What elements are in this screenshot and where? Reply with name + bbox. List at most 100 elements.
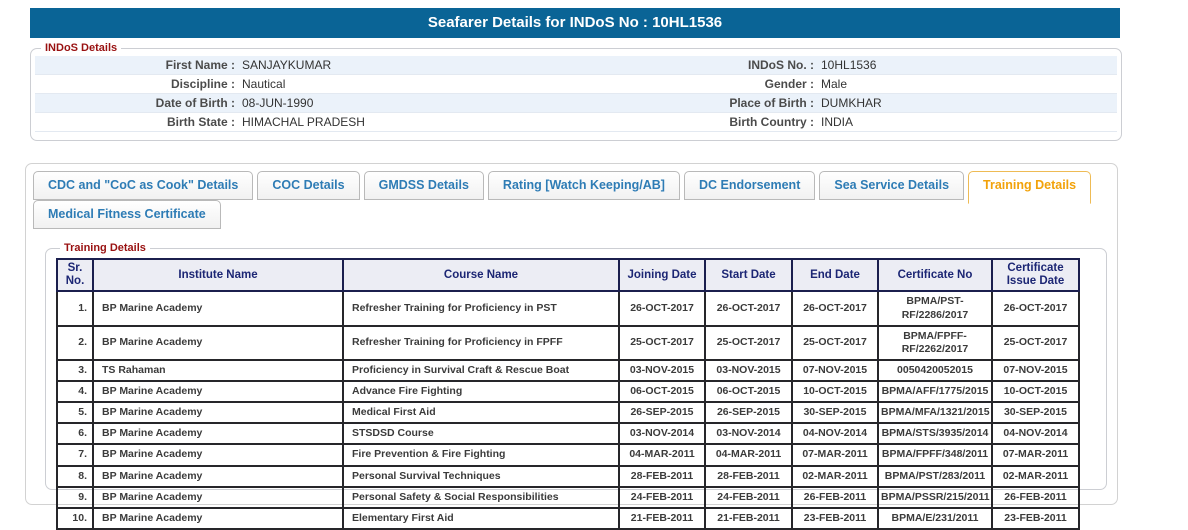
table-cell: BPMA/PSSR/215/2011 (878, 487, 992, 508)
indos-row: Birth State : HIMACHAL PRADESH Birth Count… (35, 113, 1117, 132)
table-cell: 28-FEB-2011 (619, 466, 705, 487)
field-pair: Birth State : HIMACHAL PRADESH (35, 115, 576, 129)
table-row: 7.BP Marine AcademyFire Prevention & Fir… (57, 444, 1079, 465)
tab-coc-details[interactable]: COC Details (257, 171, 359, 200)
field-pair: Discipline :Nautical (35, 77, 576, 91)
table-cell: 26-OCT-2017 (705, 291, 792, 325)
table-cell: BP Marine Academy (93, 466, 343, 487)
label-place-of-birth: Place of Birth : (576, 96, 814, 110)
table-cell: 02-MAR-2011 (992, 466, 1079, 487)
tab-rating-watch-keeping-ab[interactable]: Rating [Watch Keeping/AB] (488, 171, 680, 200)
tab-gmdss-details[interactable]: GMDSS Details (364, 171, 484, 200)
column-header-institute-name: Institute Name (93, 259, 343, 291)
field-pair: INDoS No. : 10HL1536 (576, 58, 1117, 72)
table-row: 10.BP Marine AcademyElementary First Aid… (57, 508, 1079, 529)
table-cell: 21-FEB-2011 (705, 508, 792, 529)
table-cell: 26-OCT-2017 (792, 291, 878, 325)
tab-bar-row-1: CDC and "CoC as Cook" DetailsCOC Details… (26, 164, 1117, 200)
column-header-sr-no: Sr. No. (57, 259, 93, 291)
table-cell: BP Marine Academy (93, 508, 343, 529)
tab-dc-endorsement[interactable]: DC Endorsement (684, 171, 815, 200)
table-cell: TS Rahaman (93, 360, 343, 381)
tab-medical-fitness-certificate[interactable]: Medical Fitness Certificate (33, 200, 221, 229)
table-cell: 2. (57, 326, 93, 360)
table-cell: Medical First Aid (343, 402, 619, 423)
indos-details-legend: INDoS Details (41, 42, 121, 54)
table-cell: 9. (57, 487, 93, 508)
value-discipline: Nautical (242, 77, 285, 91)
tab-training-details[interactable]: Training Details (968, 171, 1091, 204)
indos-details-fieldset: INDoS Details First Name :SANJAYKUMARIND… (30, 42, 1122, 141)
table-cell: BP Marine Academy (93, 381, 343, 402)
table-cell: 4. (57, 381, 93, 402)
table-cell: BP Marine Academy (93, 402, 343, 423)
table-cell: 26-SEP-2015 (619, 402, 705, 423)
table-cell: 26-FEB-2011 (792, 487, 878, 508)
table-cell: 25-OCT-2017 (792, 326, 878, 360)
table-cell: 07-MAR-2011 (792, 444, 878, 465)
table-cell: 03-NOV-2014 (619, 423, 705, 444)
table-cell: 6. (57, 423, 93, 444)
table-cell: BPMA/E/231/2011 (878, 508, 992, 529)
indos-row: Discipline :NauticalGender : Male (35, 75, 1117, 94)
label-birth-country: Birth Country : (576, 115, 814, 129)
indos-row: First Name :SANJAYKUMARINDoS No. : 10HL15… (35, 56, 1117, 75)
table-cell: BP Marine Academy (93, 423, 343, 444)
field-pair: Gender : Male (576, 77, 1117, 91)
table-cell: 23-FEB-2011 (792, 508, 878, 529)
table-cell: Proficiency in Survival Craft & Rescue B… (343, 360, 619, 381)
tab-cdc-and-coc-as-cook-details[interactable]: CDC and "CoC as Cook" Details (33, 171, 253, 200)
table-cell: 1. (57, 291, 93, 325)
table-cell: 3. (57, 360, 93, 381)
tab-content-panel: CDC and "CoC as Cook" DetailsCOC Details… (25, 163, 1118, 505)
table-cell: 03-NOV-2014 (705, 423, 792, 444)
table-cell: 06-OCT-2015 (619, 381, 705, 402)
table-row: 1.BP Marine AcademyRefresher Training fo… (57, 291, 1079, 325)
table-cell: BPMA/FPFF/348/2011 (878, 444, 992, 465)
label-date-of-birth: Date of Birth : (35, 96, 235, 110)
table-cell: 7. (57, 444, 93, 465)
table-cell: 07-NOV-2015 (992, 360, 1079, 381)
table-cell: 26-FEB-2011 (992, 487, 1079, 508)
table-cell: 24-FEB-2011 (705, 487, 792, 508)
table-cell: BP Marine Academy (93, 444, 343, 465)
field-pair: First Name :SANJAYKUMAR (35, 58, 576, 72)
table-cell: BP Marine Academy (93, 291, 343, 325)
table-cell: Fire Prevention & Fire Fighting (343, 444, 619, 465)
table-cell: 0050420052015 (878, 360, 992, 381)
table-cell: BPMA/AFF/1775/2015 (878, 381, 992, 402)
value-gender: Male (821, 77, 847, 91)
label-first-name: First Name : (35, 58, 235, 72)
column-header-end-date: End Date (792, 259, 878, 291)
table-cell: 04-MAR-2011 (619, 444, 705, 465)
label-gender: Gender : (576, 77, 814, 91)
table-cell: 25-OCT-2017 (619, 326, 705, 360)
indos-details-rows: First Name :SANJAYKUMARINDoS No. : 10HL15… (35, 56, 1117, 132)
table-cell: 26-OCT-2017 (619, 291, 705, 325)
label-birth-state: Birth State : (35, 115, 235, 129)
table-cell: BPMA/PST-RF/2286/2017 (878, 291, 992, 325)
table-cell: 10-OCT-2015 (992, 381, 1079, 402)
table-cell: BPMA/PST/283/2011 (878, 466, 992, 487)
tab-bar-row-2: Medical Fitness Certificate (26, 200, 1117, 229)
value-birth-country: INDIA (821, 115, 853, 129)
table-cell: STSDSD Course (343, 423, 619, 444)
table-cell: 24-FEB-2011 (619, 487, 705, 508)
table-cell: 8. (57, 466, 93, 487)
label-indos-no: INDoS No. : (576, 58, 814, 72)
value-indos-no: 10HL1536 (821, 58, 876, 72)
table-cell: BP Marine Academy (93, 487, 343, 508)
column-header-course-name: Course Name (343, 259, 619, 291)
table-cell: 06-OCT-2015 (705, 381, 792, 402)
table-cell: 26-SEP-2015 (705, 402, 792, 423)
tab-sea-service-details[interactable]: Sea Service Details (819, 171, 964, 200)
table-row: 3.TS RahamanProficiency in Survival Craf… (57, 360, 1079, 381)
table-cell: 02-MAR-2011 (792, 466, 878, 487)
table-row: 6.BP Marine AcademySTSDSD Course03-NOV-2… (57, 423, 1079, 444)
table-cell: 5. (57, 402, 93, 423)
table-cell: 07-MAR-2011 (992, 444, 1079, 465)
column-header-start-date: Start Date (705, 259, 792, 291)
table-cell: Personal Survival Techniques (343, 466, 619, 487)
training-details-table: Sr. No.Institute NameCourse NameJoining … (56, 258, 1080, 530)
value-birth-state: HIMACHAL PRADESH (242, 115, 365, 129)
